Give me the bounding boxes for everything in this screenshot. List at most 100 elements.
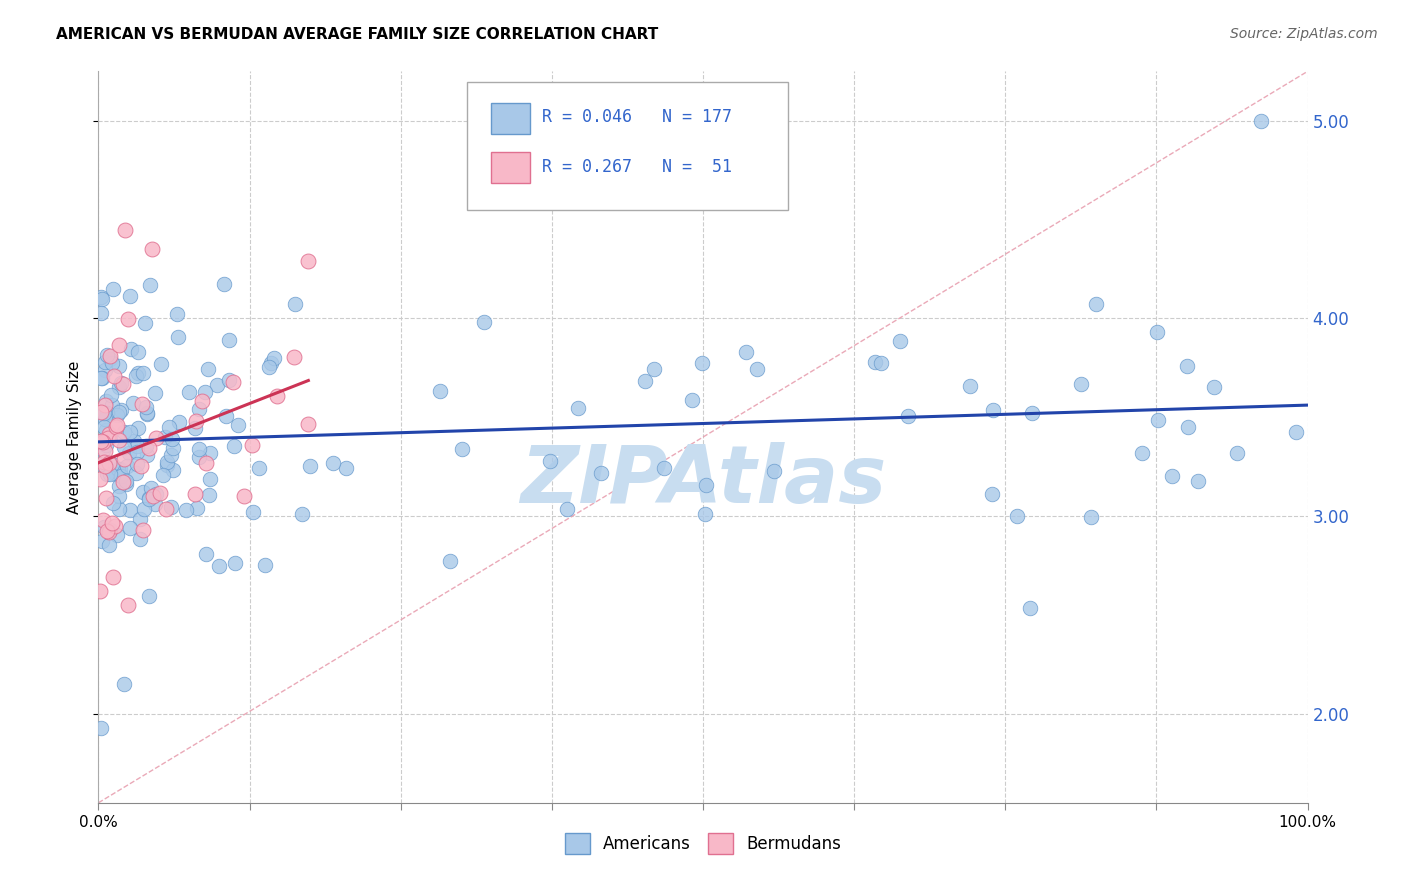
Point <box>247 461 270 475</box>
Point <box>1175 359 1198 373</box>
Point <box>127 421 149 435</box>
Point <box>110 402 132 417</box>
Point <box>865 355 887 369</box>
Point <box>97 431 120 445</box>
Point <box>90 434 112 449</box>
Point <box>233 489 256 503</box>
Point <box>108 338 131 352</box>
Point <box>183 486 205 500</box>
Point <box>107 461 129 475</box>
Point <box>218 373 240 387</box>
Point <box>695 508 717 522</box>
Point <box>184 420 207 434</box>
Point <box>226 417 249 432</box>
Point <box>191 393 214 408</box>
Point <box>681 392 703 407</box>
Point <box>90 289 112 303</box>
Point <box>94 438 117 452</box>
Point <box>889 334 911 348</box>
Point <box>96 406 118 420</box>
Point <box>136 448 159 462</box>
Point <box>257 359 280 374</box>
Point <box>134 316 156 330</box>
Point <box>110 469 132 483</box>
Text: R = 0.267   N =  51: R = 0.267 N = 51 <box>543 158 733 177</box>
Point <box>91 442 114 457</box>
Point <box>1177 420 1199 434</box>
Point <box>291 507 314 521</box>
Point <box>762 464 785 478</box>
Point <box>1160 468 1182 483</box>
Point <box>194 547 217 561</box>
Point <box>117 598 139 612</box>
Point <box>112 677 135 691</box>
Point <box>107 417 129 432</box>
Point <box>120 425 142 439</box>
Point <box>1146 325 1168 339</box>
Point <box>1147 413 1170 427</box>
Point <box>218 333 240 347</box>
Point <box>959 379 981 393</box>
Point <box>108 489 131 503</box>
Point <box>107 409 129 423</box>
Point <box>166 307 188 321</box>
Point <box>112 377 135 392</box>
Point <box>129 532 152 546</box>
FancyBboxPatch shape <box>492 152 530 183</box>
Point <box>188 442 211 457</box>
Point <box>100 388 122 402</box>
Point <box>90 370 112 384</box>
Point <box>115 458 138 473</box>
Point <box>120 289 142 303</box>
Point <box>97 524 120 539</box>
Point <box>134 501 156 516</box>
Point <box>90 405 112 419</box>
Point <box>98 467 121 482</box>
Point <box>149 357 172 371</box>
Point <box>136 406 159 420</box>
Point <box>112 425 135 439</box>
Point <box>98 537 121 551</box>
Point <box>93 362 115 376</box>
Point <box>94 423 117 437</box>
Point <box>90 306 112 320</box>
Point <box>1250 113 1272 128</box>
Point <box>129 458 152 473</box>
Point <box>91 513 114 527</box>
Point <box>1226 446 1249 460</box>
Point <box>121 396 143 410</box>
Point <box>108 359 131 374</box>
Point <box>100 398 122 412</box>
Point <box>263 351 285 365</box>
Point <box>94 444 117 458</box>
Point <box>215 409 238 423</box>
Point <box>107 380 129 394</box>
Point <box>94 458 117 473</box>
Point <box>90 721 112 735</box>
Point <box>98 430 121 444</box>
Point <box>90 457 112 471</box>
Point <box>118 503 141 517</box>
Point <box>155 502 177 516</box>
Point <box>1005 508 1028 523</box>
Point <box>90 434 112 449</box>
Point <box>260 356 283 370</box>
Point <box>91 292 114 306</box>
Point <box>94 411 117 425</box>
Point <box>98 352 121 367</box>
Point <box>129 512 152 526</box>
Point <box>96 348 118 362</box>
Point <box>735 344 758 359</box>
Point <box>101 570 124 584</box>
Point <box>98 427 121 442</box>
Point <box>104 467 127 481</box>
Point <box>897 409 920 424</box>
Point <box>105 419 128 434</box>
Point <box>114 222 136 236</box>
Point <box>141 481 163 495</box>
Point <box>439 553 461 567</box>
Text: R = 0.046   N = 177: R = 0.046 N = 177 <box>543 109 733 127</box>
Point <box>145 497 167 511</box>
Point <box>695 477 717 491</box>
Point <box>135 439 157 453</box>
